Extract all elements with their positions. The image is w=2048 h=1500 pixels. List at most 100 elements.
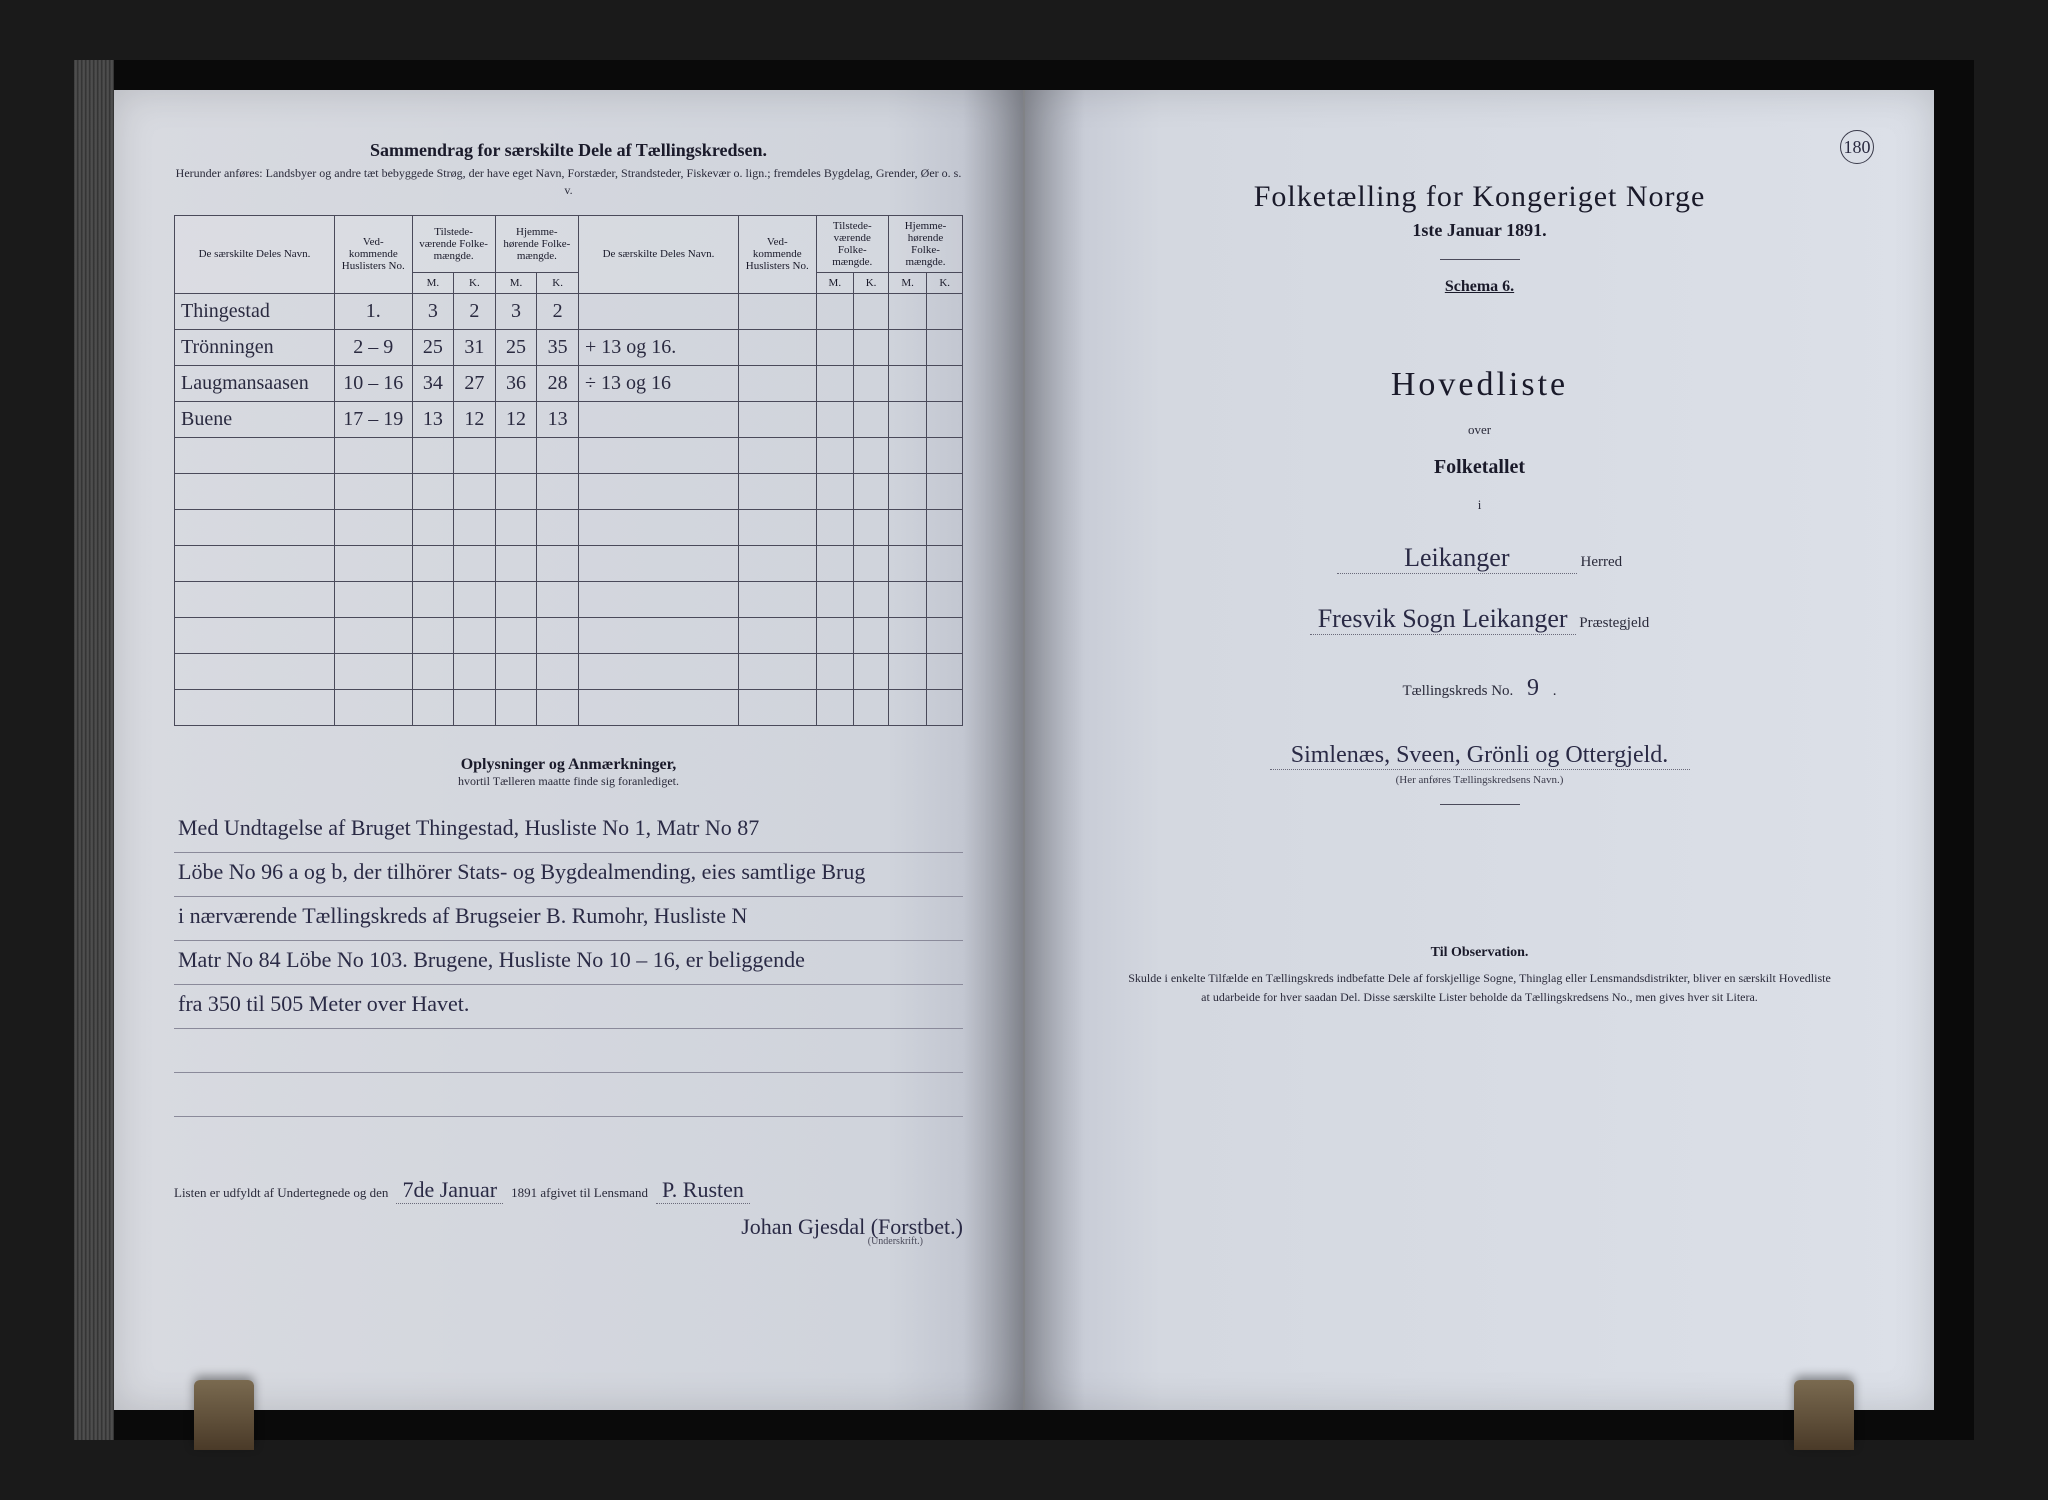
cell-empty — [412, 653, 454, 689]
praestegjeld-field: Fresvik Sogn Leikanger Præstegjeld — [1085, 604, 1874, 635]
cell-empty — [889, 509, 927, 545]
cell-empty — [889, 545, 927, 581]
cell-empty — [927, 509, 963, 545]
observation-body: Skulde i enkelte Tilfælde en Tællingskre… — [1085, 969, 1874, 1007]
col-m: M. — [495, 272, 537, 293]
table-row-empty — [175, 581, 963, 617]
table-row: Thingestad1.3232 — [175, 293, 963, 329]
cell-empty — [412, 545, 454, 581]
kreds-label: Tællingskreds No. — [1402, 683, 1513, 699]
table-row: Buene17 – 1913121213 — [175, 401, 963, 437]
cell-empty — [854, 581, 889, 617]
census-title: Folketælling for Kongeriget Norge — [1085, 180, 1874, 214]
cell-empty — [854, 473, 889, 509]
cell-empty — [175, 545, 335, 581]
herred-field: Leikanger Herred — [1085, 543, 1874, 574]
cell-empty — [335, 473, 413, 509]
col-name: De særskilte Deles Navn. — [175, 215, 335, 293]
table-row-empty — [175, 473, 963, 509]
table-row: Laugmansaasen10 – 1634273628÷ 13 og 16 — [175, 365, 963, 401]
col-present-2: Tilstede-værende Folke-mængde. — [816, 215, 888, 272]
cell-empty — [412, 437, 454, 473]
cell-empty — [854, 329, 889, 365]
cell-empty — [738, 329, 816, 365]
cell-empty — [454, 437, 496, 473]
cell-rm: 25 — [495, 329, 537, 365]
cell-empty — [335, 509, 413, 545]
cell-list: 1. — [335, 293, 413, 329]
page-number: 180 — [1840, 130, 1874, 164]
cell-empty — [495, 617, 537, 653]
cell-empty — [738, 293, 816, 329]
remarks-line-empty — [174, 1029, 963, 1073]
census-date: 1ste Januar 1891. — [1085, 220, 1874, 241]
cell-note: ÷ 13 og 16 — [578, 365, 738, 401]
cell-empty — [927, 617, 963, 653]
cell-pk: 31 — [454, 329, 496, 365]
cell-empty — [335, 437, 413, 473]
cell-empty — [854, 617, 889, 653]
right-page: 180 Folketælling for Kongeriget Norge 1s… — [1025, 90, 1934, 1410]
col-k: K. — [454, 272, 496, 293]
col-k: K. — [927, 272, 963, 293]
remarks-line: Med Undtagelse af Bruget Thingestad, Hus… — [174, 809, 963, 853]
left-page: Sammendrag for særskilte Dele af Tælling… — [114, 90, 1025, 1410]
cell-empty — [927, 293, 963, 329]
book-clip — [1794, 1380, 1854, 1450]
signature-lensmand: P. Rusten — [656, 1177, 750, 1204]
book-edge — [74, 60, 114, 1440]
col-k: K. — [854, 272, 889, 293]
table-row-empty — [175, 653, 963, 689]
cell-list: 17 – 19 — [335, 401, 413, 437]
cell-empty — [854, 689, 889, 725]
cell-empty — [816, 617, 854, 653]
cell-empty — [738, 545, 816, 581]
cell-empty — [412, 509, 454, 545]
table-row-empty — [175, 509, 963, 545]
cell-empty — [537, 509, 579, 545]
cell-rm: 3 — [495, 293, 537, 329]
col-present: Tilstede-værende Folke-mængde. — [412, 215, 495, 272]
cell-empty — [738, 689, 816, 725]
cell-empty — [816, 689, 854, 725]
cell-empty — [927, 329, 963, 365]
cell-empty — [816, 437, 854, 473]
remarks-title: Oplysninger og Anmærkninger, — [174, 756, 963, 774]
cell-empty — [738, 581, 816, 617]
signature-date: 7de Januar — [396, 1177, 503, 1204]
cell-empty — [495, 653, 537, 689]
schema-label: Schema 6. — [1085, 278, 1874, 296]
cell-empty — [816, 401, 854, 437]
cell-empty — [495, 689, 537, 725]
kreds-name-caption: (Her anføres Tællingskredsens Navn.) — [1085, 774, 1874, 786]
summary-title: Sammendrag for særskilte Dele af Tælling… — [174, 140, 963, 161]
cell-empty — [738, 365, 816, 401]
cell-empty — [816, 509, 854, 545]
summary-subtitle: Herunder anføres: Landsbyer og andre tæt… — [174, 165, 963, 199]
cell-empty — [578, 581, 738, 617]
rule — [1440, 259, 1520, 260]
cell-name: Thingestad — [175, 293, 335, 329]
cell-empty — [454, 545, 496, 581]
cell-empty — [854, 509, 889, 545]
cell-empty — [578, 509, 738, 545]
cell-rm: 12 — [495, 401, 537, 437]
table-row-empty — [175, 545, 963, 581]
cell-empty — [335, 689, 413, 725]
praestegjeld-value: Fresvik Sogn Leikanger — [1310, 604, 1576, 635]
table-row-empty — [175, 437, 963, 473]
cell-empty — [738, 473, 816, 509]
cell-empty — [454, 617, 496, 653]
cell-empty — [927, 653, 963, 689]
cell-empty — [578, 689, 738, 725]
table-body: Thingestad1.3232Trönningen2 – 925312535+… — [175, 293, 963, 725]
cell-empty — [889, 437, 927, 473]
remarks-subtitle: hvortil Tælleren maatte finde sig foranl… — [174, 774, 963, 789]
cell-empty — [537, 473, 579, 509]
cell-note — [578, 401, 738, 437]
cell-empty — [889, 653, 927, 689]
hovedliste-heading: Hovedliste — [1085, 366, 1874, 404]
cell-pm: 13 — [412, 401, 454, 437]
cell-empty — [495, 473, 537, 509]
table-row-empty — [175, 617, 963, 653]
